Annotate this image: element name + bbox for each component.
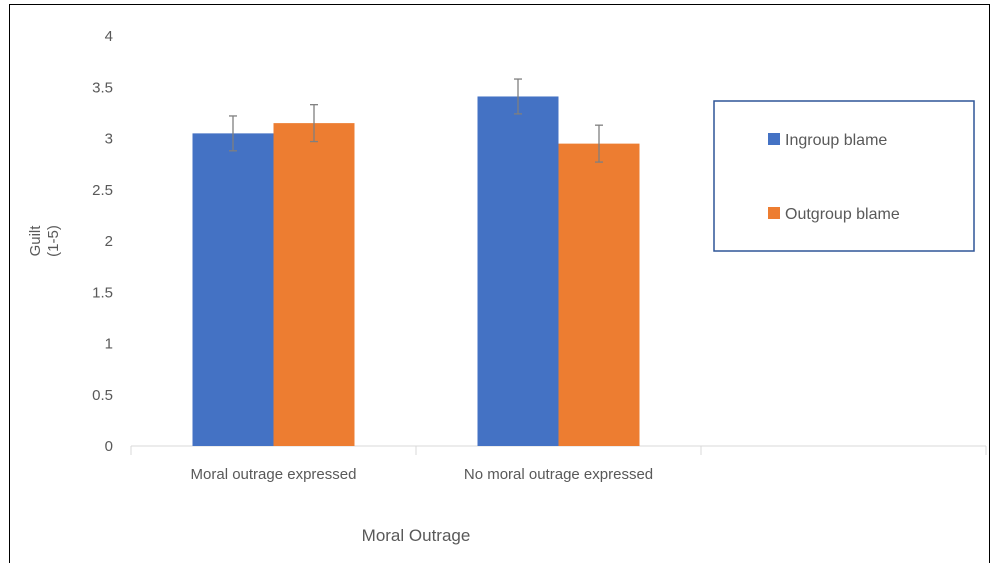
bar-outgroup-blame: [558, 143, 640, 446]
error-bar: [310, 104, 318, 143]
bar-outgroup-blame: [273, 123, 355, 446]
x-tick-label: Moral outrage expressed: [191, 466, 357, 483]
y-axis-label-line2: (1-5): [45, 225, 62, 257]
axes: [130, 445, 987, 455]
y-tick-label: 0.5: [92, 387, 113, 404]
y-tick-label: 1.5: [92, 284, 113, 301]
y-axis-label-line1: Guilt: [27, 225, 44, 257]
bar-ingroup-blame: [192, 133, 274, 446]
y-axis-ticks: 0 0.5 1 1.5 2 2.5 3 3.5 4: [92, 28, 113, 455]
y-tick-label: 2.5: [92, 182, 113, 199]
y-tick-label: 0: [105, 438, 113, 455]
error-bar: [514, 78, 522, 115]
error-bar: [595, 124, 603, 163]
legend-label: Outgroup blame: [785, 206, 900, 223]
legend-swatch: [768, 207, 780, 219]
legend-label: Ingroup blame: [785, 132, 887, 149]
legend: Ingroup blame Outgroup blame: [713, 100, 975, 252]
y-tick-label: 4: [105, 28, 113, 45]
x-tick-label: No moral outrage expressed: [464, 466, 653, 483]
y-tick-label: 1: [105, 336, 113, 353]
bar-ingroup-blame: [477, 96, 559, 446]
legend-swatch: [768, 133, 780, 145]
y-tick-label: 3.5: [92, 79, 113, 96]
bars: [192, 78, 640, 446]
x-axis-label: Moral Outrage: [362, 526, 471, 545]
y-tick-label: 3: [105, 131, 113, 148]
y-tick-label: 2: [105, 233, 113, 250]
error-bar: [229, 115, 237, 152]
x-axis-ticks: Moral outrage expressed No moral outrage …: [191, 466, 654, 483]
